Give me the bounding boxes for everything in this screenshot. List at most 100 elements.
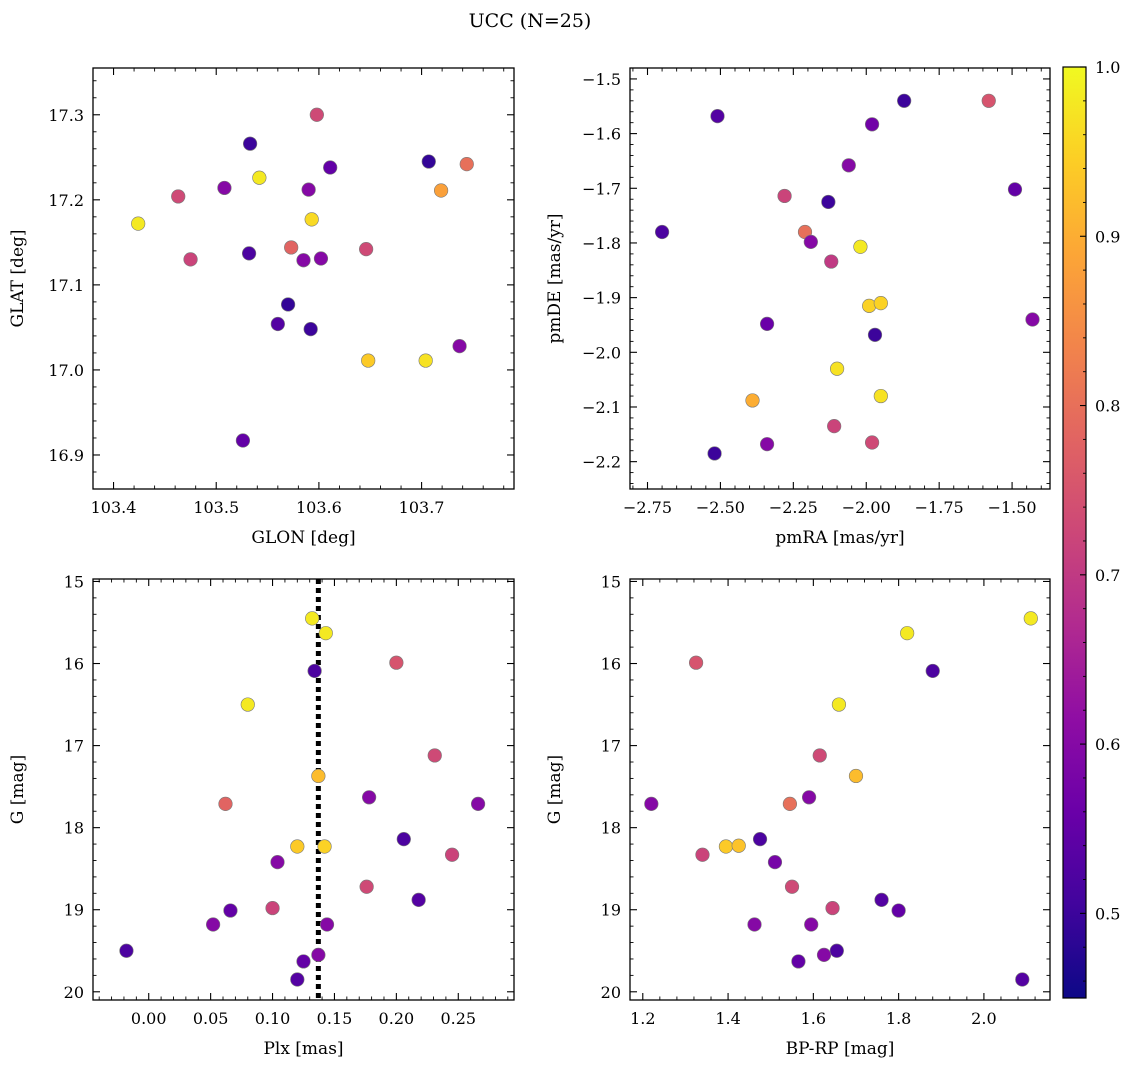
data-point: [311, 768, 326, 784]
y-tick-label: 20: [64, 983, 84, 1002]
data-point: [243, 136, 258, 151]
y-tick-label: −2.1: [582, 398, 621, 417]
data-point: [759, 316, 775, 331]
data-point: [695, 847, 710, 862]
data-point: [183, 252, 198, 267]
data-point: [444, 847, 460, 862]
data-point: [290, 839, 305, 854]
data-point: [359, 879, 374, 894]
data-point: [459, 157, 474, 172]
data-point: [784, 879, 800, 894]
data-point: [241, 246, 257, 261]
y-tick-label: 19: [601, 901, 621, 920]
axes-frame: [629, 578, 1051, 1001]
data-point: [874, 892, 889, 907]
y-tick-label: 17.3: [48, 106, 84, 125]
x-tick-label: 0.00: [131, 1009, 167, 1028]
data-point: [804, 917, 819, 932]
y-tick-label: −1.5: [582, 70, 621, 89]
data-point: [362, 790, 377, 805]
data-point: [389, 655, 404, 670]
x-tick-label: −1.75: [915, 498, 964, 517]
y-tick-label: 15: [601, 572, 621, 591]
data-point: [782, 796, 797, 811]
axes-frame: [629, 67, 1051, 490]
data-point: [318, 626, 333, 641]
data-point: [290, 972, 305, 987]
data-point: [240, 697, 255, 712]
data-point: [418, 353, 433, 368]
scatter-panel-3: 0.00 0.05 0.10 0.15 0.20 0.25 15 16 17 18 19 20 Plx …: [8, 572, 515, 1059]
data-point: [688, 655, 704, 670]
y-tick-label: −2.0: [582, 343, 621, 362]
data-point: [361, 353, 376, 368]
y-tick-label: 20: [601, 983, 621, 1002]
x-tick-label: 1.4: [715, 1009, 740, 1028]
data-point: [1007, 182, 1023, 197]
y-tick-label: 18: [601, 819, 621, 838]
data-point: [731, 838, 746, 853]
data-point: [824, 254, 839, 269]
axes-frame: [92, 578, 515, 1001]
data-point: [767, 855, 783, 870]
x-tick-label: 1.2: [630, 1009, 655, 1028]
data-point: [873, 296, 888, 311]
y-tick-label: 16: [601, 655, 621, 674]
data-point: [296, 253, 311, 268]
data-point: [791, 954, 806, 969]
data-point: [171, 189, 186, 204]
y-tick-label: −2.2: [582, 453, 621, 472]
x-tick-label: 2.0: [971, 1009, 996, 1028]
data-point: [825, 900, 840, 916]
x-tick-label: −2.50: [696, 498, 745, 517]
y-axis-label: GLAT [deg]: [8, 229, 28, 327]
data-point: [707, 446, 722, 461]
colorbar-tick-label: 0.6: [1095, 735, 1120, 754]
colorbar: 0.5 0.6 0.7 0.8 0.9 1.0: [1062, 58, 1120, 999]
y-tick-label: −1.8: [582, 234, 621, 253]
y-tick-label: −1.7: [582, 179, 621, 198]
x-tick-label: −2.25: [769, 498, 818, 517]
data-point: [223, 903, 238, 918]
data-point: [359, 242, 374, 257]
scatter-panel-2: −2.75 −2.50 −2.25 −2.00 −1.75 −1.50 −2.2 −2.1 −2…: [545, 67, 1051, 548]
y-tick-label: 17: [64, 737, 84, 756]
y-tick-label: −1.9: [582, 289, 621, 308]
data-point: [853, 239, 868, 254]
data-point: [319, 917, 335, 932]
data-point: [309, 107, 324, 122]
data-point: [252, 170, 267, 185]
data-point: [317, 839, 332, 854]
colorbar-tick-label: 0.7: [1095, 566, 1120, 585]
data-point: [218, 796, 233, 811]
x-tick-label: 0.10: [255, 1009, 291, 1028]
data-point: [305, 611, 320, 626]
y-axis-label: pmDE [mas/yr]: [545, 213, 565, 343]
figure-title: UCC (N=25): [469, 10, 592, 32]
data-point: [829, 361, 845, 376]
data-point: [873, 388, 888, 404]
x-tick-label: 0.20: [379, 1009, 415, 1028]
x-axis-label: pmRA [mas/yr]: [775, 528, 904, 548]
y-tick-label: 16.9: [48, 446, 84, 465]
data-point: [265, 900, 280, 916]
data-point: [280, 297, 296, 312]
data-point: [900, 626, 915, 641]
y-tick-label: 17.1: [48, 276, 84, 295]
data-point: [1023, 611, 1038, 626]
x-tick-label: 1.6: [801, 1009, 826, 1028]
panels: 103.4 103.5 103.6 103.7 16.9 17.0 17.1 17.2 17.3…: [8, 67, 1051, 1059]
x-tick-label: 103.5: [193, 498, 239, 517]
x-axis-label: GLON [deg]: [251, 528, 355, 548]
y-tick-label: −1.6: [582, 125, 621, 144]
y-tick-label: 18: [64, 819, 84, 838]
x-tick-label: 103.6: [296, 498, 342, 517]
data-point: [313, 251, 329, 266]
data-point: [307, 663, 322, 679]
data-point: [470, 796, 486, 811]
data-point: [831, 697, 847, 712]
data-point: [891, 903, 906, 918]
data-point: [827, 419, 842, 434]
data-point: [801, 790, 817, 805]
